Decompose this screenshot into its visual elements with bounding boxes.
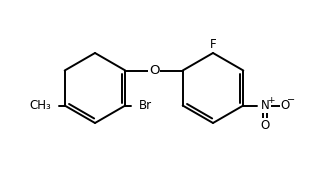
Text: +: +	[268, 96, 275, 105]
Text: O: O	[261, 119, 270, 132]
Text: F: F	[210, 39, 216, 52]
Text: Br: Br	[139, 99, 153, 112]
Text: N: N	[261, 99, 270, 112]
Text: −: −	[287, 96, 295, 105]
Text: O: O	[281, 99, 290, 112]
Text: CH₃: CH₃	[29, 99, 51, 112]
Text: O: O	[149, 64, 159, 77]
